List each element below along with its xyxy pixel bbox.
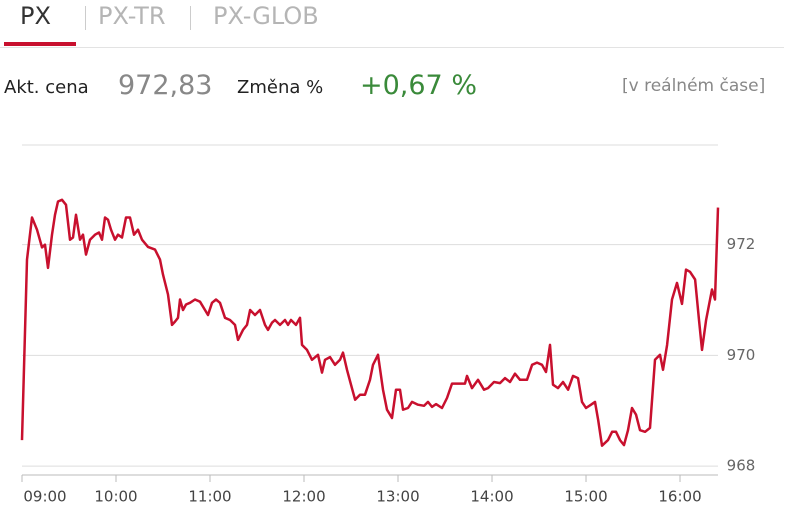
x-tick-label: 10:00 (94, 488, 137, 506)
realtime-note: [v reálném čase] (622, 76, 766, 96)
tab-separator (190, 6, 191, 30)
tab[interactable]: PX-GLOB (213, 2, 319, 30)
active-tab-underline (4, 42, 76, 46)
x-tick-label: 14:00 (470, 488, 513, 506)
x-tick-label: 11:00 (188, 488, 231, 506)
x-tick-label: 15:00 (564, 488, 607, 506)
x-tick-label: 09:00 (23, 488, 66, 506)
price: 972,83 (118, 70, 213, 101)
change: +0,67 % (360, 70, 477, 101)
x-tick-label: 13:00 (376, 488, 419, 506)
price-label: Akt. cena (4, 77, 89, 98)
price-line (20, 198, 720, 447)
divider (0, 47, 784, 48)
y-tick-label: 968 (727, 457, 756, 475)
tab[interactable]: PX (20, 2, 51, 30)
x-tick-label: 16:00 (658, 488, 701, 506)
y-tick-label: 970 (727, 346, 756, 364)
change-label: Změna % (237, 77, 324, 98)
y-tick-label: 972 (727, 235, 756, 253)
tab-separator (85, 6, 86, 30)
tab[interactable]: PX-TR (98, 2, 166, 30)
x-tick-label: 12:00 (282, 488, 325, 506)
